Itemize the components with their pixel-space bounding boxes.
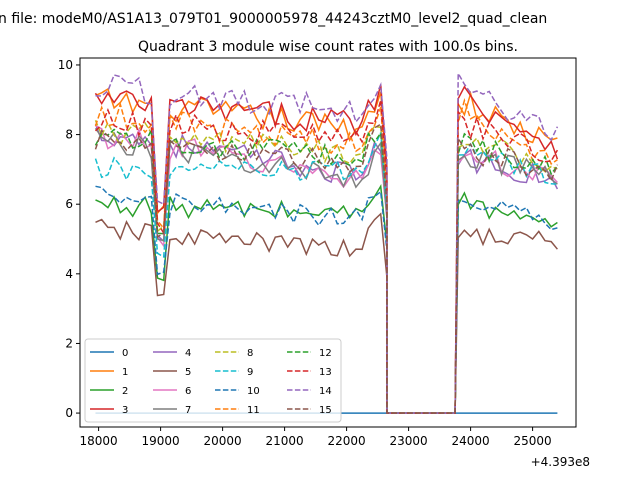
y-tick-label: 4 [65,267,73,281]
y-tick-label: 8 [65,128,73,142]
series-line-6 [95,125,558,414]
legend-label-12: 12 [319,348,332,359]
top-title: n file: modeM0/AS1A13_079T01_9000005978_… [0,11,547,27]
legend-label-7: 7 [185,405,191,416]
series-line-5 [95,212,558,414]
legend-label-9: 9 [247,367,253,378]
legend-label-10: 10 [247,386,260,397]
legend-label-11: 11 [247,405,260,416]
chart-title: Quadrant 3 module wise count rates with … [138,39,518,55]
legend-label-14: 14 [319,386,332,397]
x-tick-label: 18000 [80,434,118,448]
y-tick-label: 6 [65,197,73,211]
legend-label-6: 6 [185,386,191,397]
y-tick-label: 10 [58,58,73,72]
x-tick-label: 20000 [204,434,242,448]
x-tick-label: 23000 [390,434,428,448]
legend-label-0: 0 [122,348,128,359]
x-tick-label: 22000 [328,434,366,448]
legend-label-15: 15 [319,405,332,416]
legend-label-4: 4 [185,348,191,359]
series-line-14 [95,70,559,414]
series-line-2 [95,184,558,414]
axes-border [79,57,577,428]
x-tick-label: 24000 [452,434,490,448]
series-line-12 [94,127,558,414]
series-line-10 [95,185,558,414]
series-line-11 [94,97,558,414]
x-tick-label: 21000 [266,434,304,448]
legend-label-13: 13 [319,367,332,378]
y-axis: 0 2 4 6 8 10 [58,58,80,420]
series-line-15 [94,123,559,414]
y-tick-label: 2 [65,336,73,350]
legend-label-2: 2 [122,386,128,397]
x-offset-label: +4.393e8 [531,455,590,469]
series-layer [94,70,559,414]
y-tick-label: 0 [65,406,73,420]
legend-label-1: 1 [122,367,128,378]
legend-label-3: 3 [122,405,128,416]
x-tick-label: 25000 [514,434,552,448]
legend-box [84,338,342,423]
legend-label-8: 8 [247,348,253,359]
x-axis: 18000 19000 20000 21000 22000 23000 24000 25000 [80,427,552,448]
x-tick-label: 19000 [142,434,180,448]
legend-label-5: 5 [185,367,191,378]
